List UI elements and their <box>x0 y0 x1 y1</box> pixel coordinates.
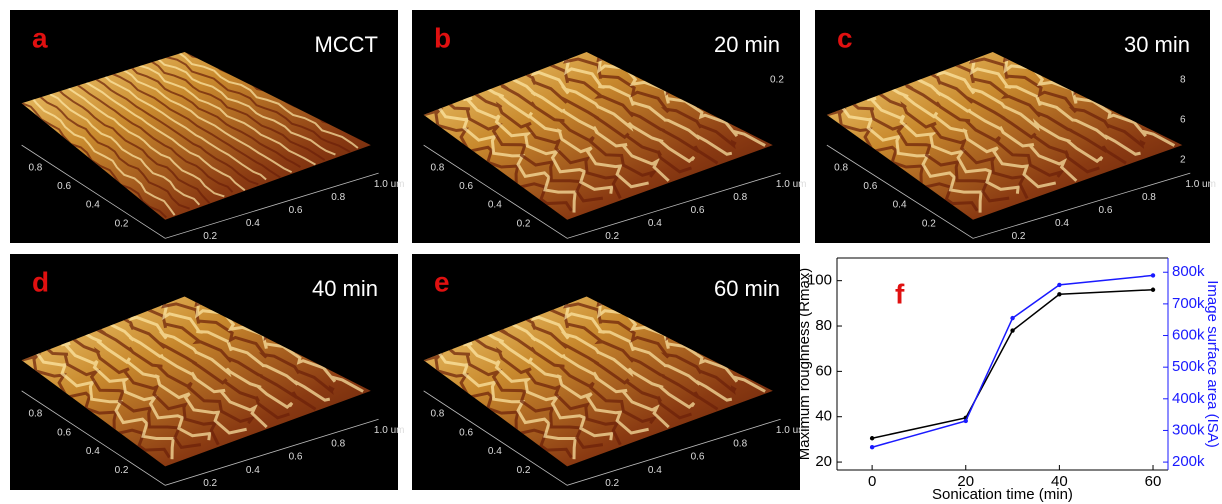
data-point <box>1057 292 1061 296</box>
afm-tick-label: 0.8 <box>28 162 42 173</box>
afm-tick-label: 0.8 <box>834 162 848 173</box>
data-point <box>1151 273 1155 277</box>
panel-label: d <box>32 266 49 297</box>
afm-panel: 0.80.60.40.20.20.40.60.81.0 ume60 min <box>412 254 807 490</box>
afm-tick-label: 0.4 <box>893 200 907 211</box>
panel-title: MCCT <box>314 32 378 57</box>
data-point <box>1010 328 1014 332</box>
data-point <box>870 445 874 449</box>
afm-tick-label: 0.6 <box>459 427 473 438</box>
series-line <box>872 275 1153 447</box>
panel-label: b <box>434 22 451 53</box>
y2-tick-label: 700k <box>1172 295 1205 312</box>
afm-tick-label: 0.8 <box>28 408 42 419</box>
afm-tick-label: 0.6 <box>459 181 473 192</box>
data-point <box>1057 283 1061 287</box>
afm-tick-label: 0.8 <box>331 192 345 203</box>
y-axis-label: Maximum roughness (Rmax) <box>796 268 813 461</box>
figure: 0.80.60.40.20.20.40.60.81.0 umaMCCT0.80.… <box>0 0 1222 504</box>
afm-tick-label: 0.2 <box>605 478 619 489</box>
afm-tick-label: 0.8 <box>733 438 747 449</box>
afm-tick-label: 0.2 <box>922 218 936 229</box>
panel-title: 60 min <box>714 276 780 301</box>
afm-tick-label: 0.2 <box>115 465 129 476</box>
afm-panel: 0.8 0.6 0.4 0.2 0.2 0.4 0.6 0.8 1.0 um a MCCT <box>10 10 405 243</box>
afm-tick-label: 1.0 um <box>776 179 807 190</box>
afm-panel: 0.8 0.6 0.4 0.2 0.2 0.4 0.6 0.8 1.0 um 8 6 2 c 30 min <box>815 10 1216 243</box>
data-point <box>964 419 968 423</box>
afm-tick-label: 1.0 um <box>1185 179 1216 190</box>
afm-tick-label: 0.4 <box>246 218 260 229</box>
y-tick-label: 40 <box>815 408 832 425</box>
series-line <box>872 290 1153 439</box>
afm-tick-label: 0.4 <box>488 200 502 211</box>
x-tick-label: 60 <box>1145 473 1162 490</box>
afm-tick-label: 0.2 <box>203 478 217 489</box>
afm-tick-label: 0.8 <box>1142 192 1156 203</box>
y2-tick-label: 500k <box>1172 358 1205 375</box>
data-point <box>1010 316 1014 320</box>
afm-tick-label: 1.0 um <box>374 425 405 436</box>
afm-tick-label: 0.6 <box>863 181 877 192</box>
afm-tick-label: 0.2 <box>115 218 129 229</box>
afm-tick-label: 0.4 <box>488 446 502 457</box>
afm-tick-label: 0.6 <box>1098 205 1112 216</box>
afm-tick-label: 0.2 <box>1012 231 1026 242</box>
afm-tick-label: 0.2 <box>605 231 619 242</box>
y-tick-label: 20 <box>815 453 832 470</box>
afm-tick-label: 8 <box>1180 75 1186 86</box>
y2-tick-label: 300k <box>1172 421 1205 438</box>
y2-tick-label: 600k <box>1172 326 1205 343</box>
afm-tick-label: 0.6 <box>289 452 303 463</box>
afm-tick-label: 0.6 <box>691 452 705 463</box>
afm-tick-label: 0.4 <box>648 218 662 229</box>
y-tick-label: 80 <box>815 317 832 334</box>
afm-tick-label: 0.4 <box>86 200 100 211</box>
afm-tick-label: 1.0 um <box>374 179 405 190</box>
y2-tick-label: 400k <box>1172 390 1205 407</box>
afm-tick-label: 0.6 <box>691 205 705 216</box>
panel-label: e <box>434 266 450 297</box>
data-point <box>1151 288 1155 292</box>
y-tick-label: 60 <box>815 362 832 379</box>
y2-axis-label: Image surface area (ISA) <box>1204 280 1221 448</box>
afm-tick-label: 6 <box>1180 115 1186 126</box>
panel-label: c <box>837 22 853 53</box>
afm-tick-label: 0.2 <box>770 75 784 86</box>
afm-tick-label: 0.6 <box>57 181 71 192</box>
afm-tick-label: 0.4 <box>246 465 260 476</box>
afm-tick-label: 0.6 <box>57 427 71 438</box>
afm-tick-label: 0.8 <box>430 408 444 419</box>
afm-tick-label: 0.2 <box>203 231 217 242</box>
panel-title: 30 min <box>1124 32 1190 57</box>
x-axis-label: Sonication time (min) <box>932 486 1073 503</box>
data-point <box>870 436 874 440</box>
afm-tick-label: 0.2 <box>517 465 531 476</box>
afm-tick-label: 0.6 <box>289 205 303 216</box>
afm-tick-label: 0.8 <box>733 192 747 203</box>
afm-panel: 0.8 0.6 0.4 0.2 0.2 0.4 0.6 0.8 1.0 um 0.2 b 20 min <box>412 10 807 243</box>
panel-title: 40 min <box>312 276 378 301</box>
afm-tick-label: 0.4 <box>86 446 100 457</box>
x-tick-label: 0 <box>868 473 876 490</box>
afm-tick-label: 0.4 <box>1055 218 1069 229</box>
afm-tick-label: 0.8 <box>331 438 345 449</box>
y2-tick-label: 200k <box>1172 453 1205 470</box>
panel-label: a <box>32 22 48 53</box>
y2-tick-label: 800k <box>1172 263 1205 280</box>
afm-tick-label: 0.4 <box>648 465 662 476</box>
chart-title: f <box>895 278 905 309</box>
panel-title: 20 min <box>714 32 780 57</box>
afm-tick-label: 0.2 <box>517 218 531 229</box>
afm-tick-label: 0.8 <box>430 162 444 173</box>
afm-tick-label: 2 <box>1180 155 1186 166</box>
afm-panel: 0.8 0.6 0.4 0.2 0.2 0.4 0.6 0.8 1.0 um d 40 min <box>10 254 405 490</box>
